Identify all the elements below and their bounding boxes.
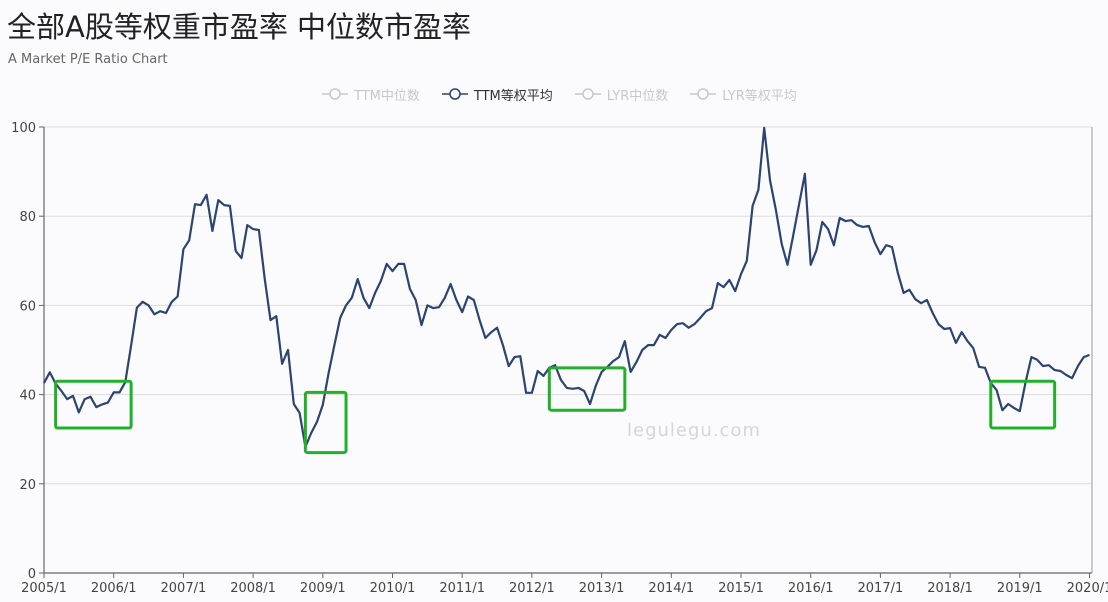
x-tick-label: 2016/1 [788,581,834,596]
legend-marker-icon [441,88,468,100]
y-tick-label: 60 [19,299,36,314]
y-tick-label: 20 [19,478,36,493]
watermark: legulegu.com [627,420,761,441]
x-tick-label: 2009/1 [300,581,346,596]
chart-subtitle: A Market P/E Ratio Chart [8,52,168,67]
x-tick-label: 2019/1 [997,581,1043,596]
legend-label: TTM中位数 [354,88,420,104]
legend-marker-icon [322,88,348,100]
legend-item-2[interactable]: LYR中位数 [574,85,669,104]
x-tick-label: 2014/1 [648,581,694,596]
highlight-box [303,390,348,455]
legend-marker-icon [574,88,601,100]
y-tick-label: 100 [11,121,36,136]
legend: TTM中位数 TTM等权平均 LYR中位数 LYR等权平均 [322,84,797,104]
x-tick-label: 2015/1 [718,581,764,596]
x-tick-label: 2007/1 [161,581,207,596]
legend-label: LYR中位数 [606,88,669,104]
legend-label: LYR等权平均 [722,88,797,104]
x-tick-label: 2011/1 [439,581,485,596]
x-tick-label: 2008/1 [230,581,276,596]
x-tick-label: 2005/1 [21,581,67,596]
x-tick-label: 2020/1 [1067,581,1108,596]
x-tick-label: 2017/1 [858,581,904,596]
legend-item-1[interactable]: TTM等权平均 [441,85,553,104]
legend-label: TTM等权平均 [473,88,553,104]
legend-item-3[interactable]: LYR等权平均 [690,85,797,104]
highlight-box [547,366,627,412]
x-tick-label: 2012/1 [509,581,555,596]
highlight-box [54,379,133,430]
x-tick-label: 2010/1 [370,581,416,596]
legend-item-0[interactable]: TTM中位数 [322,85,420,104]
highlight-box [989,379,1057,430]
y-tick-label: 80 [19,210,36,225]
x-tick-label: 2018/1 [927,581,973,596]
x-tick-label: 2013/1 [579,581,625,596]
legend-marker-icon [690,88,717,100]
x-tick-label: 2006/1 [91,581,137,596]
series-line [43,126,1090,448]
chart-title: 全部A股等权重市盈率 中位数市盈率 [7,10,472,44]
y-tick-label: 40 [19,389,36,404]
y-tick-label: 0 [28,567,36,582]
